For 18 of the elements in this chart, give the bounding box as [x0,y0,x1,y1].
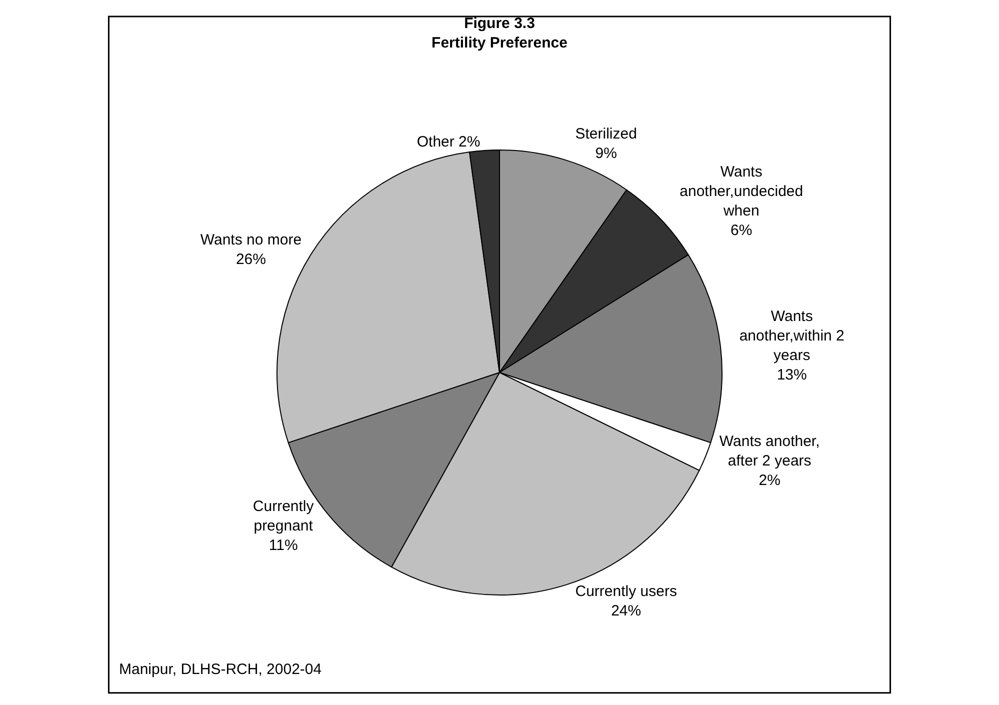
data-label: 13% [776,366,807,384]
slice-label: Sterilized [575,125,637,142]
slice-label: Wants another, after 2 years [719,432,820,470]
data-label: 9% [595,144,617,162]
text: Manipur, DLHS-RCH, 2002-04 [119,661,322,678]
chart-title: Figure 3.3 [464,15,535,32]
data-label: 24% [611,602,642,620]
slice-label: Other 2% [416,134,480,151]
data-label: 6% [730,222,752,240]
chart-subtitle: Fertility Preference [432,34,568,52]
slice-label: Wants no more [200,231,302,248]
slice-label: Currently pregnant [252,498,314,534]
slice-label: Wants another,within 2 years [739,308,844,364]
data-label: 26% [236,250,266,268]
data-label: 2% [758,472,780,489]
data-label: 11% [268,536,298,554]
slice-label: Wants another,undecided when [680,164,804,220]
slice-label: Currently users [575,583,677,600]
